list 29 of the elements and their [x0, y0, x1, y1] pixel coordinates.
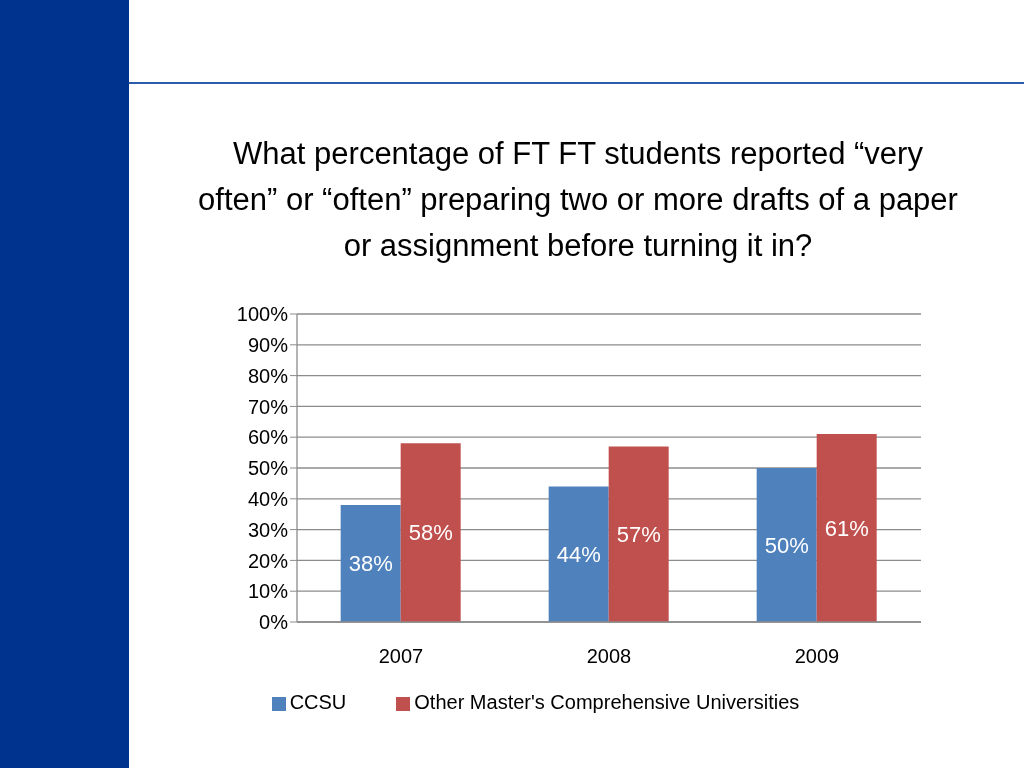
- bar: [340, 504, 401, 622]
- data-label: 38%: [348, 550, 393, 576]
- data-label: 58%: [408, 520, 453, 546]
- bar: [608, 446, 669, 622]
- bar: [400, 443, 461, 622]
- x-tick-label: 2007: [378, 645, 424, 668]
- data-label: 50%: [764, 532, 809, 558]
- chart-title: What percentage of FT FT students reported “very often” or “often” preparing two or more drafts of a paper or assignment before turning it in?: [197, 135, 959, 265]
- data-label: 61%: [824, 515, 869, 541]
- y-tick-label: 100%: [236, 303, 289, 326]
- y-tick-label: 10%: [247, 580, 289, 603]
- y-tick-label: 20%: [247, 549, 289, 572]
- y-tick-label: 40%: [247, 487, 289, 510]
- x-tick-label: 2008: [586, 645, 632, 668]
- y-tick-label: 60%: [247, 426, 289, 449]
- bar: [548, 486, 609, 622]
- y-tick-label: 0%: [259, 611, 289, 634]
- x-tick-label: 2009: [794, 645, 840, 668]
- y-tick-label: 50%: [247, 457, 289, 480]
- y-tick-label: 30%: [247, 518, 289, 541]
- y-tick-label: 90%: [247, 333, 289, 356]
- bar: [756, 468, 817, 622]
- data-label: 57%: [616, 521, 661, 547]
- legend-label: Other Master's Comprehensive Universities: [414, 691, 800, 713]
- data-label: 44%: [556, 541, 601, 567]
- y-tick-label: 70%: [247, 395, 289, 418]
- bar: [816, 434, 877, 622]
- y-tick-label: 80%: [247, 364, 289, 387]
- legend-label: CCSU: [289, 691, 347, 713]
